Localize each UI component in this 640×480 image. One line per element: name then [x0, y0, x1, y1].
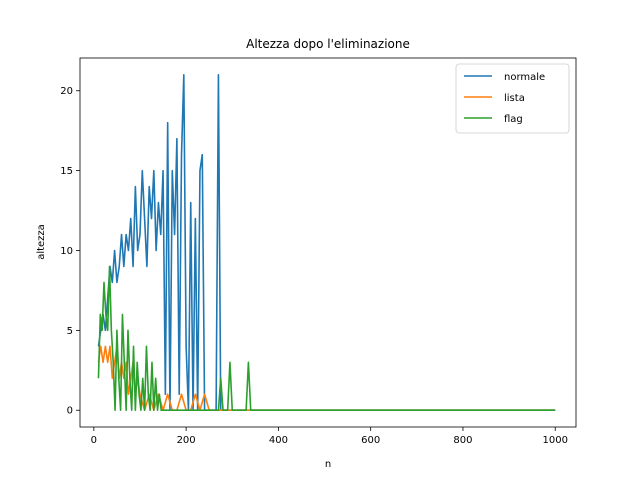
x-tick-label: 400	[269, 435, 288, 446]
legend-box	[455, 63, 570, 134]
y-axis-label: altezza	[36, 224, 47, 260]
x-tick-label: 1000	[543, 435, 568, 446]
chart-title: Altezza dopo l'eliminazione	[246, 37, 410, 51]
x-tick-label: 800	[453, 435, 472, 446]
legend-label: lista	[504, 93, 525, 104]
plot-frame	[79, 57, 577, 428]
x-axis: 0 200 400 600 800 1000	[91, 427, 568, 446]
series-group	[97, 73, 556, 412]
x-axis-label: n	[325, 459, 331, 470]
series-line-normale	[97, 73, 556, 412]
series-line-flag	[97, 265, 556, 412]
x-tick-label: 200	[177, 435, 196, 446]
x-tick-label: 0	[91, 435, 97, 446]
x-tick-label: 600	[361, 435, 380, 446]
legend-label: flag	[504, 114, 523, 125]
y-axis: 0 5 10 15 20	[60, 86, 80, 417]
y-tick-label: 15	[60, 166, 73, 177]
y-tick-label: 0	[67, 406, 73, 417]
legend: normale lista flag	[455, 63, 570, 134]
legend-label: normale	[504, 72, 545, 83]
y-tick-label: 5	[67, 326, 73, 337]
y-tick-label: 20	[60, 86, 73, 97]
y-tick-label: 10	[60, 246, 73, 257]
